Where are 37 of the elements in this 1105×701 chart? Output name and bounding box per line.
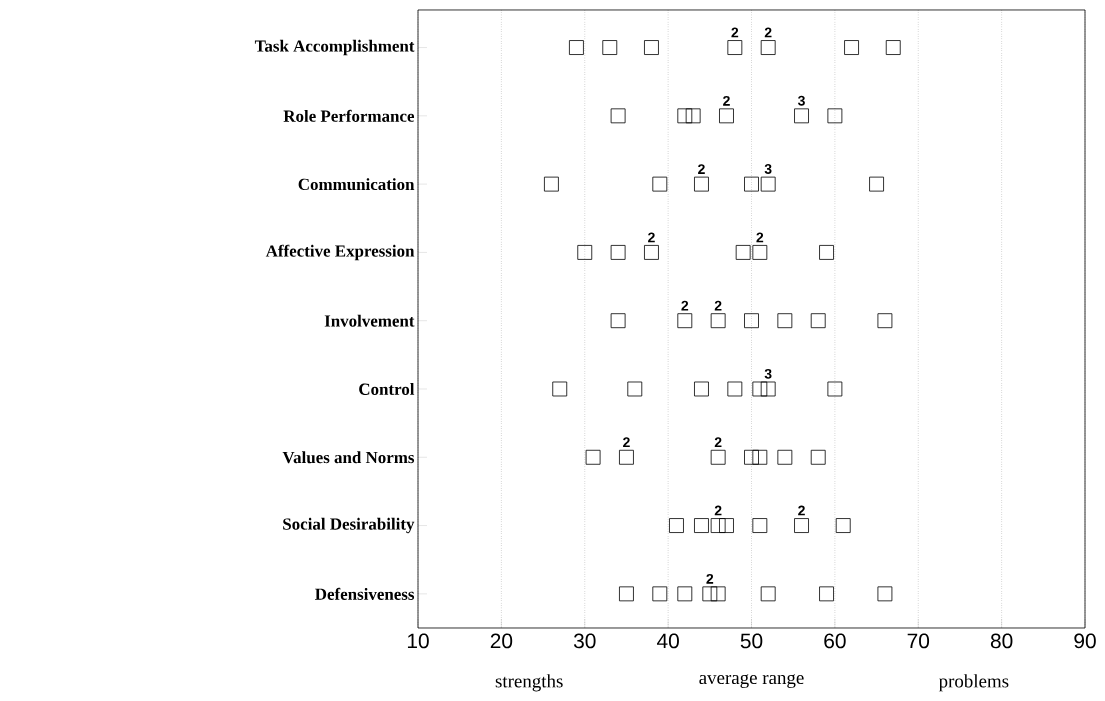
x-tick-label: 80 (990, 633, 1013, 649)
x-tick-label: 90 (1074, 633, 1096, 649)
y-tick-label: Communication (298, 178, 415, 191)
annotation: 2 (714, 437, 722, 448)
annotation: 2 (648, 232, 655, 243)
annotation: 3 (764, 164, 772, 174)
x-tick-label: 30 (573, 633, 596, 649)
annotation: 2 (714, 505, 722, 516)
y-tick-label: Control (359, 383, 415, 395)
annotation: 2 (756, 232, 764, 243)
y-tick-label: Social Desirability (283, 517, 415, 534)
y-tick-label: Defensiveness (315, 587, 415, 600)
text: strengths (495, 674, 563, 692)
annotation: 2 (731, 27, 739, 38)
y-tick-label: Role Performance (283, 109, 415, 122)
x-tick-label: 10 (407, 633, 429, 649)
x-tick-label: 50 (740, 633, 763, 649)
text: problems (938, 674, 1009, 692)
y-tick-label: Task Accomplishment (254, 39, 415, 56)
annotation: 2 (764, 27, 772, 38)
annotation: 2 (723, 95, 730, 106)
annotation: 3 (764, 368, 772, 379)
annotation: 2 (623, 437, 630, 448)
x-tick-label: 60 (824, 633, 846, 649)
y-tick-label: Involvement (324, 314, 415, 327)
x-tick-label: 20 (490, 633, 513, 649)
y-tick-label: Values and Norms (282, 451, 415, 464)
annotation: 2 (698, 164, 705, 174)
annotation: 3 (797, 95, 805, 106)
text: average range (699, 674, 804, 688)
annotation: 2 (714, 300, 722, 311)
x-tick-label: 40 (656, 633, 679, 649)
annotation: 2 (706, 573, 714, 584)
annotation: 2 (798, 505, 805, 516)
y-tick-label: Affective Expression (265, 244, 415, 261)
annotation: 2 (681, 300, 689, 311)
x-tick-label: 70 (907, 633, 930, 649)
